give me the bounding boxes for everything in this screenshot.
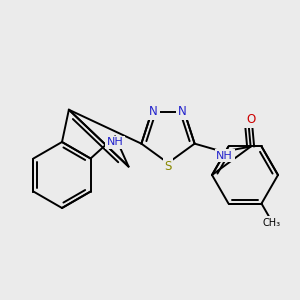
Text: CH₃: CH₃ bbox=[263, 218, 281, 228]
Text: NH: NH bbox=[216, 151, 233, 161]
Text: N: N bbox=[149, 105, 158, 118]
Text: N: N bbox=[178, 105, 187, 118]
Text: S: S bbox=[164, 160, 172, 172]
Text: NH: NH bbox=[107, 137, 124, 147]
Text: O: O bbox=[246, 113, 255, 126]
